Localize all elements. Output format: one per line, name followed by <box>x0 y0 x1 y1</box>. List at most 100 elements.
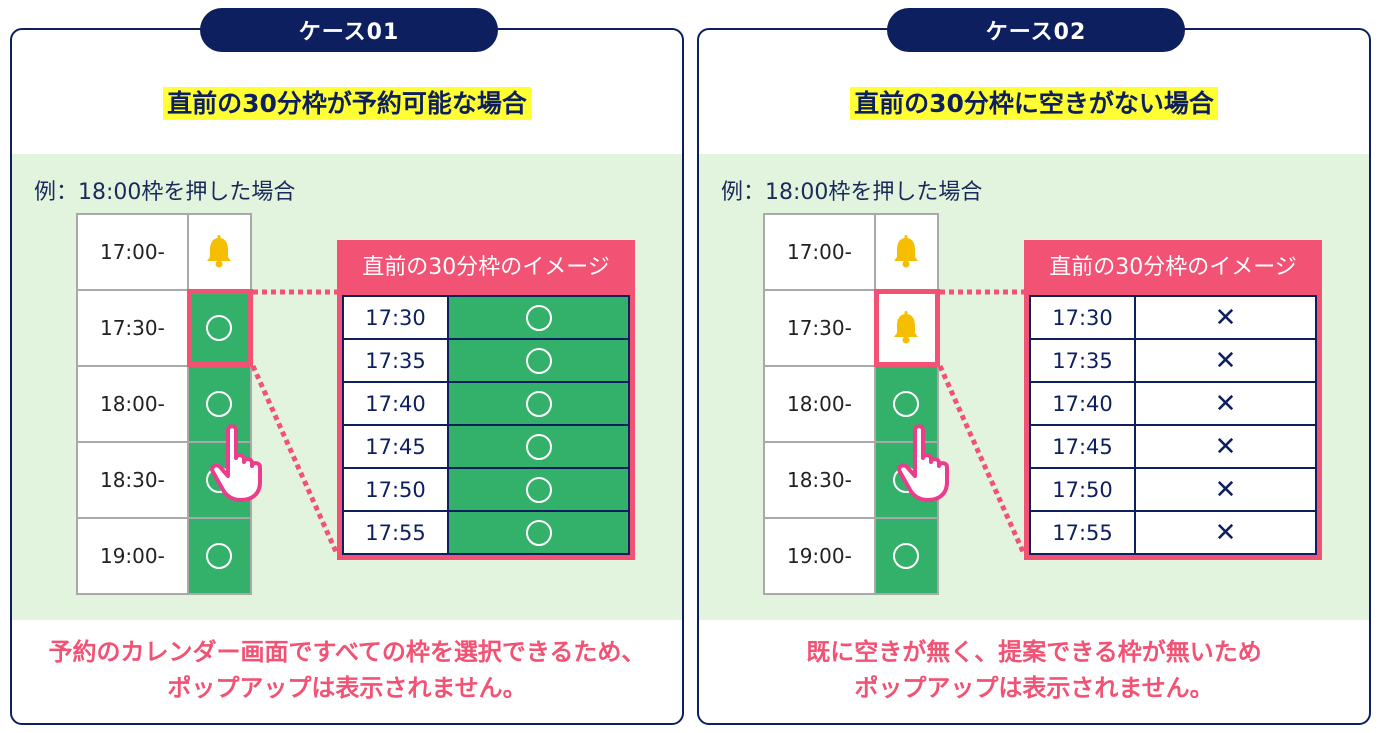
slot-status-bell[interactable] <box>186 213 253 291</box>
slot-status-bell[interactable] <box>873 213 940 291</box>
cross-icon: ✕ <box>1214 345 1237 376</box>
available-circle-icon <box>525 519 552 546</box>
detail-available <box>447 424 630 469</box>
available-circle-icon <box>525 433 552 460</box>
calendar-slot-table: 17:00- 17:30- 18:00- 18:30- 19:00- <box>763 213 940 595</box>
available-circle-icon <box>525 476 552 503</box>
detail-available <box>447 338 630 383</box>
detail-row: 17:55 ✕ <box>1029 510 1317 555</box>
cross-icon: ✕ <box>1214 431 1237 462</box>
detail-row: 17:40 ✕ <box>1029 381 1317 426</box>
case-footer: 既に空きが無く、提案できる枠が無いため ポップアップは表示されません。 <box>699 634 1369 706</box>
slot-status-available[interactable] <box>186 517 253 595</box>
detail-row: 17:40 <box>342 381 630 426</box>
detail-time: 17:55 <box>342 510 449 555</box>
available-circle-icon <box>206 315 233 342</box>
case-heading: 直前の30分枠が予約可能な場合 <box>12 84 682 120</box>
available-circle-icon <box>525 347 552 374</box>
detail-unavailable: ✕ <box>1134 424 1317 469</box>
available-circle-icon <box>893 391 920 418</box>
pointer-hand-icon <box>897 424 949 502</box>
detail-time: 17:35 <box>342 338 449 383</box>
bell-icon <box>207 235 232 268</box>
slot-row: 19:00- <box>76 517 253 595</box>
slot-time: 18:00- <box>76 365 189 443</box>
detail-unavailable: ✕ <box>1134 295 1317 340</box>
case-footer: 予約のカレンダー画面ですべての枠を選択できるため、 ポップアップは表示されません… <box>12 634 682 706</box>
slot-time: 17:30- <box>763 289 876 367</box>
detail-slot-table: 17:30 17:35 17:40 17:45 17:50 17:55 <box>337 290 635 560</box>
detail-row: 17:35 ✕ <box>1029 338 1317 383</box>
example-caption: 例：18:00枠を押した場合 <box>34 180 296 205</box>
bell-icon <box>894 311 919 344</box>
example-area: 例：18:00枠を押した場合 17:00- 17:30- 18:00- 18:3… <box>699 154 1369 620</box>
detail-time: 17:40 <box>1029 381 1136 426</box>
detail-row: 17:50 <box>342 467 630 512</box>
footer-line: ポップアップは表示されません。 <box>854 674 1214 702</box>
detail-time: 17:45 <box>342 424 449 469</box>
bell-icon <box>894 235 919 268</box>
detail-time: 17:40 <box>342 381 449 426</box>
detail-available <box>447 467 630 512</box>
slot-row: 18:00- <box>76 365 253 443</box>
available-circle-icon <box>893 543 920 570</box>
detail-row: 17:55 <box>342 510 630 555</box>
detail-row: 17:45 ✕ <box>1029 424 1317 469</box>
slot-status-bell[interactable] <box>873 289 940 367</box>
slot-row: 17:00- <box>763 213 940 291</box>
detail-time: 17:35 <box>1029 338 1136 383</box>
case-02-panel: ケース02 直前の30分枠に空きがない場合 例：18:00枠を押した場合 17:… <box>697 8 1371 725</box>
pointer-hand-icon <box>210 424 262 502</box>
detail-unavailable: ✕ <box>1134 510 1317 555</box>
image-title: 直前の30分枠のイメージ <box>337 240 635 290</box>
detail-available <box>447 295 630 340</box>
detail-unavailable: ✕ <box>1134 467 1317 512</box>
detail-row: 17:30 ✕ <box>1029 295 1317 340</box>
case-heading-text: 直前の30分枠に空きがない場合 <box>850 87 1218 120</box>
detail-time: 17:55 <box>1029 510 1136 555</box>
detail-available <box>447 381 630 426</box>
slot-row: 17:00- <box>76 213 253 291</box>
cross-icon: ✕ <box>1214 517 1237 548</box>
slot-status-available[interactable] <box>186 365 253 443</box>
footer-line: 予約のカレンダー画面ですべての枠を選択できるため、 <box>48 638 646 666</box>
slot-status-available[interactable] <box>873 517 940 595</box>
calendar-slot-table: 17:00- 17:30- 18:00- 18:30- 19:00- <box>76 213 253 595</box>
detail-time: 17:30 <box>342 295 449 340</box>
slot-time: 18:00- <box>763 365 876 443</box>
slot-time: 17:00- <box>76 213 189 291</box>
slot-row: 18:00- <box>763 365 940 443</box>
footer-line: ポップアップは表示されません。 <box>167 674 527 702</box>
slot-time: 19:00- <box>763 517 876 595</box>
detail-time: 17:30 <box>1029 295 1136 340</box>
available-circle-icon <box>206 391 233 418</box>
slot-status-available[interactable] <box>873 365 940 443</box>
cross-icon: ✕ <box>1214 474 1237 505</box>
slot-time: 18:30- <box>76 441 189 519</box>
detail-slot-table: 17:30 ✕ 17:35 ✕ 17:40 ✕ 17:45 ✕ 17:50 ✕ 17:55… <box>1024 290 1322 560</box>
case-heading-text: 直前の30分枠が予約可能な場合 <box>163 87 531 120</box>
detail-available <box>447 510 630 555</box>
cross-icon: ✕ <box>1214 388 1237 419</box>
detail-unavailable: ✕ <box>1134 338 1317 383</box>
footer-line: 既に空きが無く、提案できる枠が無いため <box>806 638 1262 666</box>
detail-row: 17:45 <box>342 424 630 469</box>
slot-time: 17:30- <box>76 289 189 367</box>
slot-row: 19:00- <box>763 517 940 595</box>
detail-unavailable: ✕ <box>1134 381 1317 426</box>
detail-time: 17:50 <box>342 467 449 512</box>
detail-time: 17:50 <box>1029 467 1136 512</box>
available-circle-icon <box>525 390 552 417</box>
detail-row: 17:35 <box>342 338 630 383</box>
detail-row: 17:30 <box>342 295 630 340</box>
case-label: ケース01 <box>200 8 498 52</box>
slot-time: 19:00- <box>76 517 189 595</box>
slot-time: 17:00- <box>763 213 876 291</box>
detail-row: 17:50 ✕ <box>1029 467 1317 512</box>
case-01-panel: ケース01 直前の30分枠が予約可能な場合 例：18:00枠を押した場合 17:… <box>10 8 684 725</box>
slot-row: 17:30- <box>763 289 940 367</box>
available-circle-icon <box>525 304 552 331</box>
case-label: ケース02 <box>887 8 1185 52</box>
previous-slot-highlight <box>874 289 940 367</box>
case-heading: 直前の30分枠に空きがない場合 <box>699 84 1369 120</box>
